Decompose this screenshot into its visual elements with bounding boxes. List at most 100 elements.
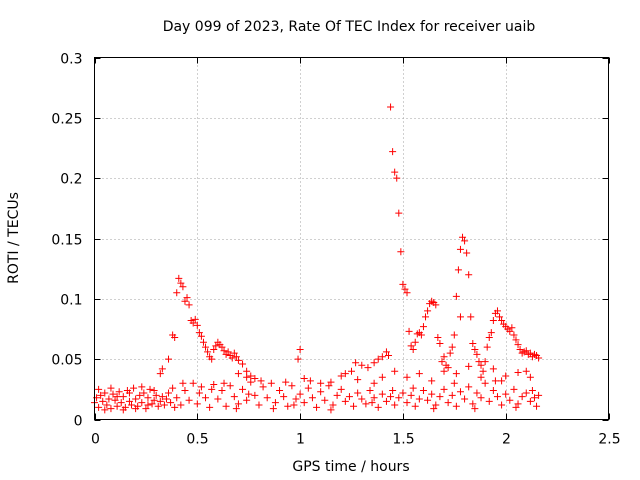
data-point — [350, 402, 358, 410]
data-point — [454, 266, 462, 274]
data-point — [440, 353, 448, 361]
data-point — [175, 274, 183, 282]
data-point — [477, 394, 485, 402]
data-point — [218, 343, 226, 351]
data-point — [327, 378, 335, 386]
data-point — [313, 403, 321, 411]
data-point — [461, 395, 469, 403]
data-point — [448, 391, 456, 399]
y-tick-label: 0.25 — [51, 112, 82, 128]
data-point — [197, 383, 205, 391]
data-point — [345, 393, 353, 401]
data-point — [130, 384, 138, 392]
data-point — [461, 237, 469, 245]
data-point — [341, 370, 349, 378]
data-point — [364, 364, 372, 372]
data-point — [522, 389, 530, 397]
data-point — [456, 245, 464, 253]
data-point — [251, 374, 259, 382]
data-point — [512, 403, 520, 411]
data-point — [296, 390, 304, 398]
data-point — [526, 373, 534, 381]
chart-title: Day 099 of 2023, Rate Of TEC Index for r… — [163, 19, 536, 35]
data-point — [498, 377, 506, 385]
data-point — [146, 385, 154, 393]
data-point — [483, 343, 491, 351]
data-point — [358, 361, 366, 369]
data-point — [148, 400, 156, 408]
data-point — [171, 403, 179, 411]
data-point — [459, 233, 467, 241]
data-point — [234, 356, 242, 364]
data-point — [411, 338, 419, 346]
data-point — [430, 405, 438, 413]
data-point — [251, 391, 259, 399]
data-point — [247, 372, 255, 380]
data-point — [329, 401, 337, 409]
data-point — [165, 389, 173, 397]
data-point — [296, 346, 304, 354]
data-point — [158, 365, 166, 373]
data-point — [111, 396, 119, 404]
data-point — [288, 382, 296, 390]
y-axis-label: ROTI / TECUs — [6, 192, 22, 284]
data-point — [352, 359, 360, 367]
data-point — [119, 393, 127, 401]
data-point — [101, 406, 109, 414]
data-point — [140, 389, 148, 397]
data-point — [125, 397, 133, 405]
data-point — [506, 396, 514, 404]
grid-lines — [94, 57, 609, 420]
data-point — [189, 319, 197, 327]
data-point — [446, 349, 454, 357]
data-point — [393, 174, 401, 182]
data-point — [125, 389, 133, 397]
data-point — [512, 336, 520, 344]
data-point — [378, 390, 386, 398]
data-point — [144, 401, 152, 409]
data-point — [432, 301, 440, 309]
data-point — [276, 387, 284, 395]
data-point — [354, 376, 362, 384]
data-point — [117, 399, 125, 407]
data-point — [471, 405, 479, 413]
data-point — [535, 354, 543, 362]
y-tick-label: 0.05 — [51, 353, 82, 369]
data-point — [438, 358, 446, 366]
data-point — [138, 399, 146, 407]
data-point — [193, 400, 201, 408]
data-point — [232, 353, 240, 361]
data-point — [156, 370, 164, 378]
data-point — [317, 388, 325, 396]
data-point — [292, 395, 300, 403]
data-point — [304, 384, 312, 392]
data-point — [389, 148, 397, 156]
data-point — [528, 387, 536, 395]
data-point — [370, 359, 378, 367]
data-point — [399, 389, 407, 397]
data-point — [485, 333, 493, 341]
data-point — [132, 405, 140, 413]
data-point — [385, 352, 393, 360]
data-point — [212, 342, 220, 350]
data-point — [306, 377, 314, 385]
data-point — [448, 343, 456, 351]
data-point — [195, 329, 203, 337]
data-point — [491, 377, 499, 385]
data-point — [436, 393, 444, 401]
data-point — [452, 402, 460, 410]
data-point — [218, 387, 226, 395]
data-point — [469, 339, 477, 347]
data-point — [506, 327, 514, 335]
data-point — [189, 379, 197, 387]
data-point — [103, 401, 111, 409]
data-point — [158, 393, 166, 401]
data-point — [341, 397, 349, 405]
data-point — [109, 390, 117, 398]
x-axis-ticks: 0 0.5 1 1.5 2 2.5 — [91, 57, 621, 448]
data-point — [374, 355, 382, 363]
data-point — [465, 383, 473, 391]
data-point — [428, 390, 436, 398]
data-point — [387, 103, 395, 111]
data-point — [113, 402, 121, 410]
